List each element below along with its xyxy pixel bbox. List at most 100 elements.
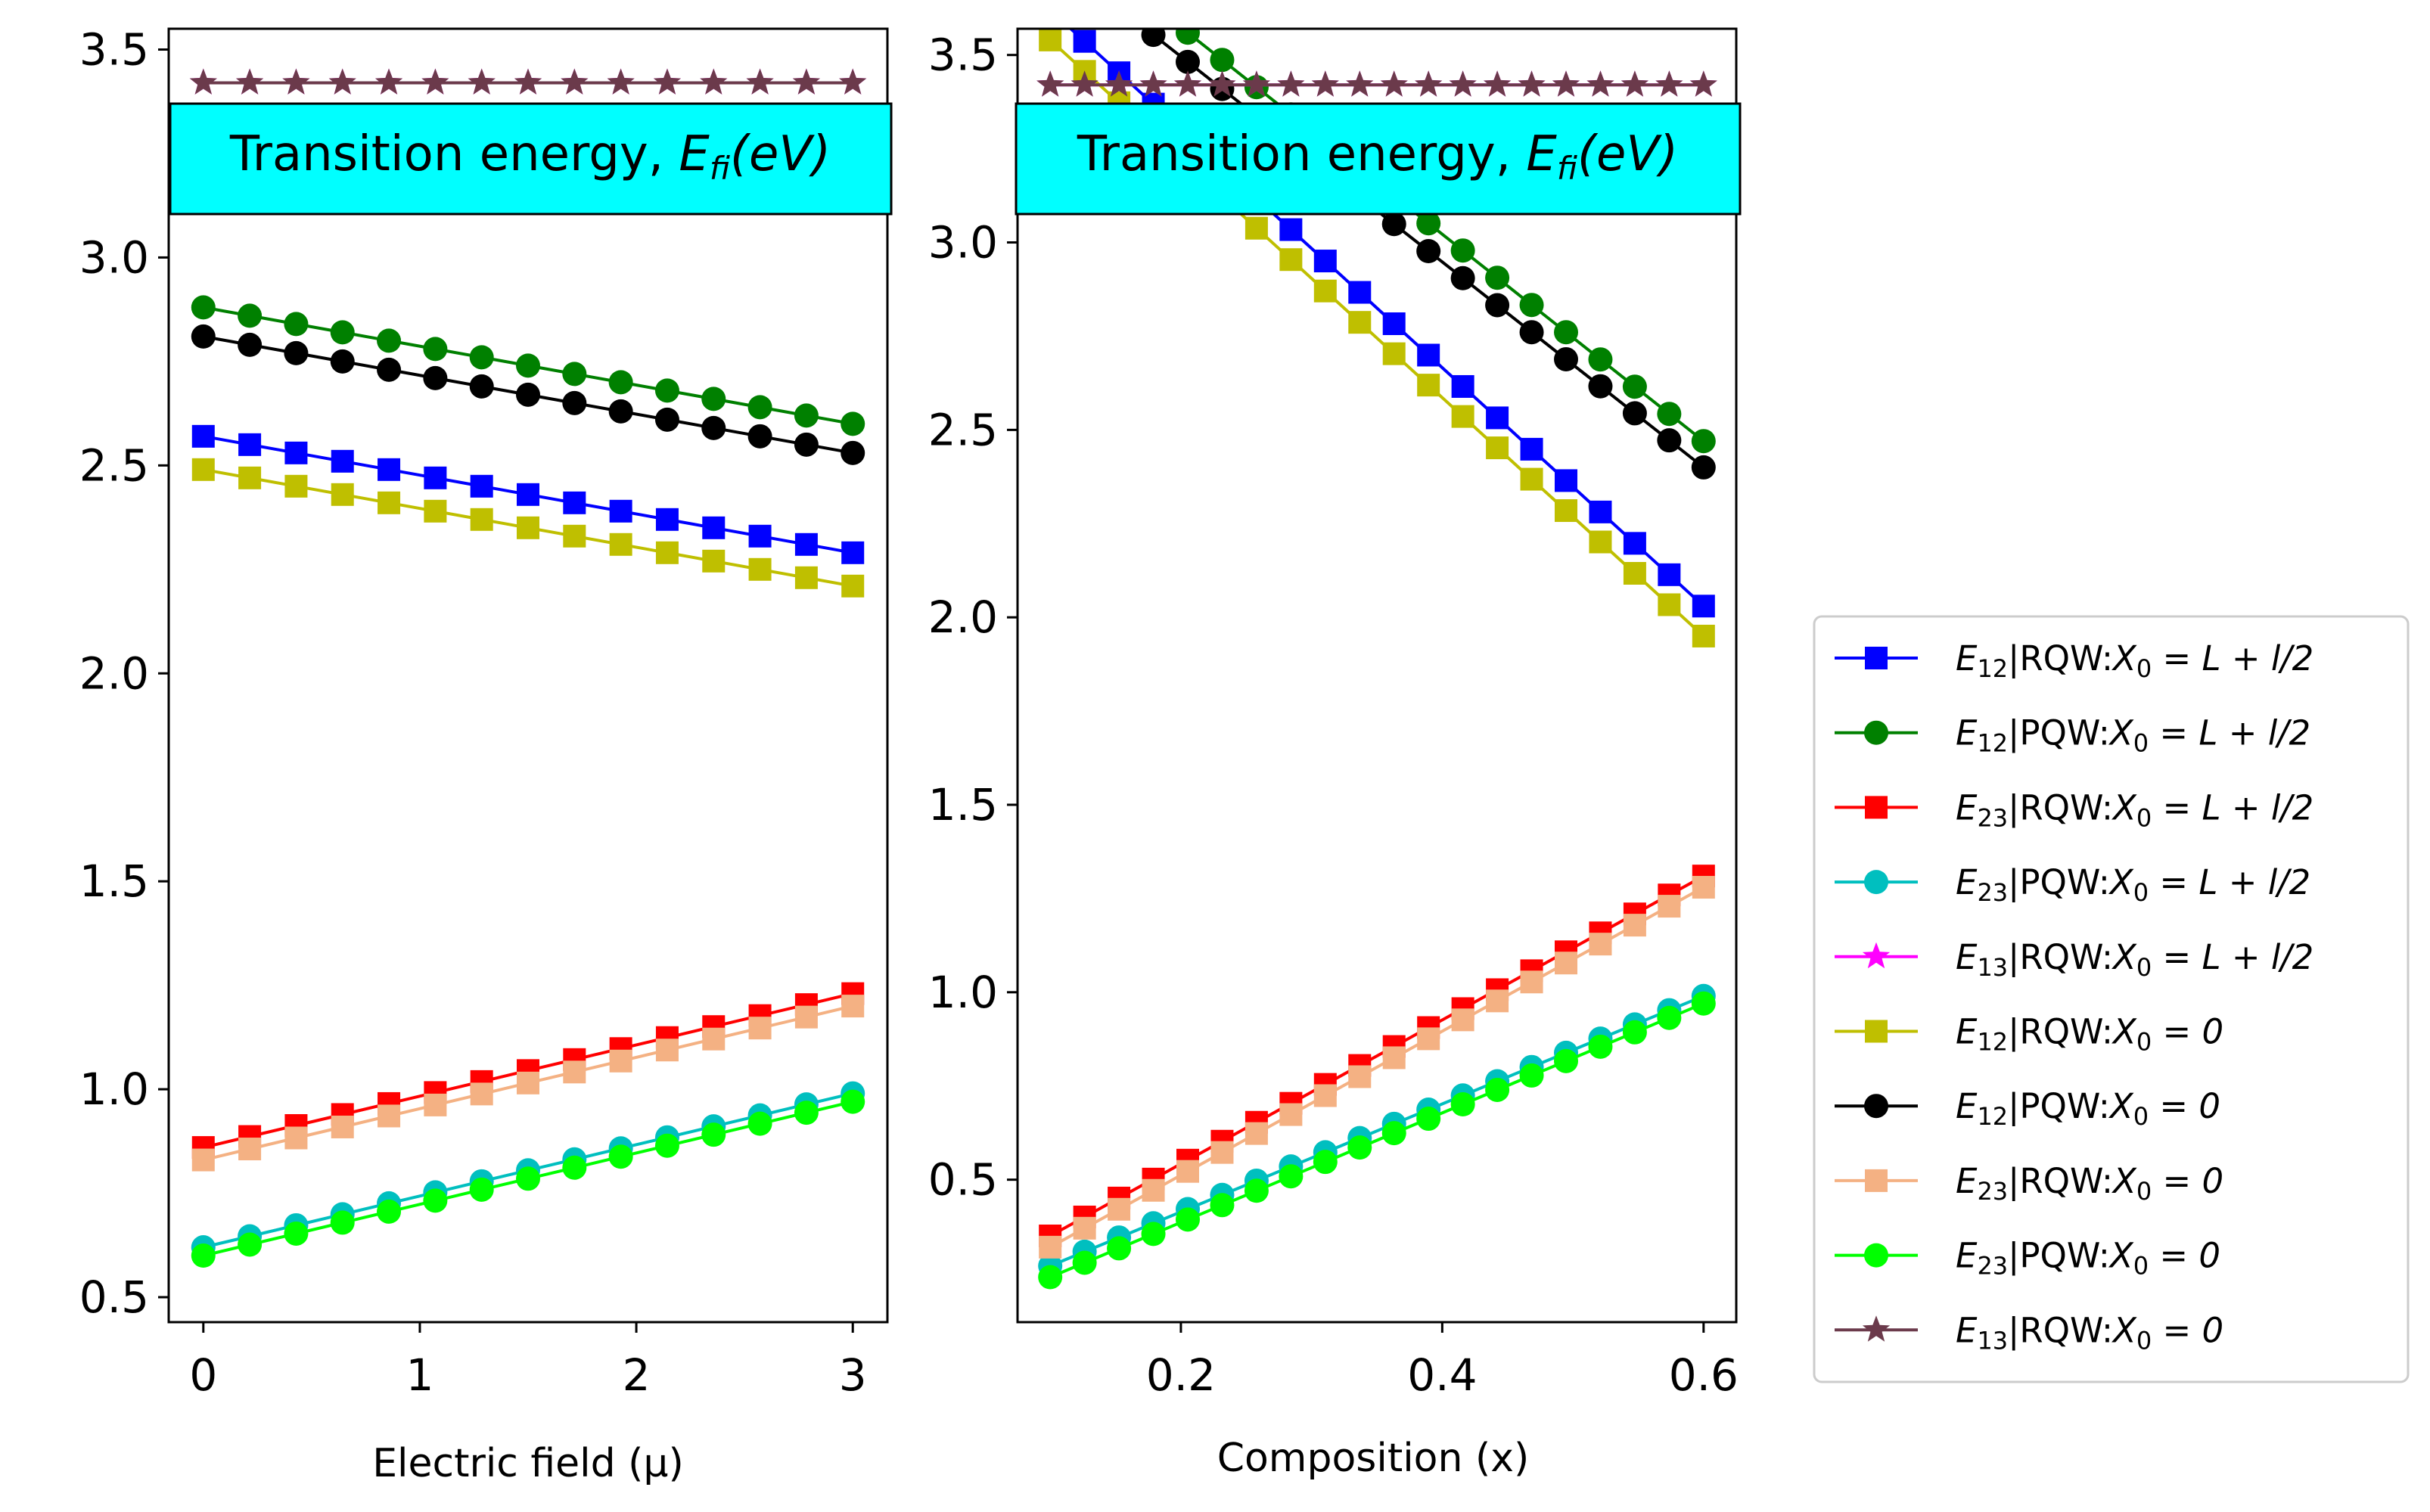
ax1-point-7-4 (1176, 1160, 1199, 1183)
ax0-point-5-8 (563, 524, 586, 548)
ax0-point-5-11 (702, 549, 726, 573)
ax1-point-5-6 (1245, 216, 1268, 240)
ax0-point-1-14 (841, 411, 865, 436)
ax1-point-9-1 (1071, 70, 1098, 97)
ax0-ytick-label: 2.5 (79, 439, 149, 491)
ax1-point-1-16 (1588, 347, 1613, 372)
ax0-point-7-2 (284, 1126, 308, 1150)
ax0-point-7-13 (794, 1005, 818, 1029)
ax1-point-5-16 (1589, 530, 1612, 554)
ax0-point-0-6 (470, 474, 493, 498)
ax1-point-0-17 (1623, 532, 1646, 555)
ax1-point-1-3 (1142, 0, 1166, 17)
ax0-point-0-0 (191, 424, 215, 448)
ax1-point-8-15 (1554, 1048, 1578, 1073)
ax0-point-6-14 (841, 440, 865, 465)
ax1-point-9-6 (1242, 70, 1270, 97)
ax0-point-0-8 (563, 491, 586, 514)
left-y-ticks: 0.5 1.0 1.5 2.0 2.5 3.0 3.5 (79, 23, 169, 1323)
ax0-point-8-7 (516, 1166, 540, 1191)
ax0-point-1-10 (654, 378, 679, 403)
left-x-ticks: 0 1 2 3 (189, 1322, 867, 1401)
legend-entry-5: E12|RQW:X0 = 0 (1835, 1012, 2223, 1057)
ax0-point-8-4 (377, 1199, 402, 1224)
ax1-point-7-0 (1039, 1235, 1062, 1259)
ax1-point-7-15 (1555, 952, 1577, 975)
ax1-point-7-5 (1210, 1141, 1234, 1164)
legend-marker (1864, 870, 1888, 895)
ax0-point-0-4 (378, 458, 401, 481)
ax0-point-0-1 (238, 433, 262, 456)
ax0-point-5-2 (284, 474, 308, 498)
right-title: Transition energy, Efi(eV) (1077, 126, 1678, 187)
ax0-point-6-1 (238, 332, 263, 357)
ax1-point-5-8 (1313, 279, 1337, 303)
ax0-point-1-6 (469, 345, 494, 370)
ax1-point-8-14 (1519, 1063, 1544, 1088)
ax1-point-9-16 (1586, 70, 1614, 97)
ax1-point-8-9 (1347, 1135, 1372, 1160)
ax0-point-7-5 (424, 1093, 447, 1116)
ax0-point-0-11 (702, 516, 726, 539)
ax0-ytick-label: 1.0 (79, 1063, 149, 1115)
ax1-point-0-12 (1451, 374, 1474, 398)
ax1-point-1-17 (1622, 374, 1647, 399)
ax1-point-7-2 (1108, 1197, 1131, 1221)
ax1-ytick-label: 1.5 (928, 779, 998, 831)
ax0-point-5-4 (378, 491, 401, 514)
ax1-point-0-14 (1520, 437, 1543, 461)
ax1-point-9-9 (1346, 70, 1374, 97)
ax1-point-1-4 (1176, 29, 1200, 45)
ax0-point-9-8 (561, 68, 589, 95)
ax0-point-8-12 (747, 1111, 772, 1136)
ax1-point-7-3 (1142, 1178, 1165, 1202)
ax1-point-7-10 (1382, 1046, 1406, 1070)
ax0-series-8 (191, 1089, 865, 1268)
ax1-point-8-12 (1450, 1092, 1475, 1116)
ax1-point-9-14 (1518, 70, 1546, 97)
ax0-point-5-5 (424, 499, 447, 523)
ax1-point-8-2 (1107, 1236, 1132, 1261)
ax0-point-9-3 (328, 68, 356, 95)
ax1-point-0-13 (1486, 406, 1509, 430)
ax1-point-8-10 (1381, 1121, 1406, 1146)
ax1-point-9-13 (1484, 70, 1512, 97)
ax0-point-6-5 (423, 365, 448, 390)
ax0-point-9-4 (375, 68, 403, 95)
left-x-axis-label: Electric field (μ) (372, 1441, 684, 1486)
ax0-point-7-12 (748, 1017, 772, 1040)
ax0-ytick-label: 0.5 (79, 1271, 149, 1323)
ax0-point-6-0 (191, 324, 216, 349)
ax1-point-8-19 (1691, 991, 1716, 1016)
ax0-point-8-11 (701, 1122, 726, 1147)
right-title-background (1015, 102, 1742, 216)
legend-entry-4: E13|RQW:X0 = L + l/2 (1835, 937, 2313, 982)
legend-items: E12|RQW:X0 = L + l/2 E12|PQW:X0 = L + l/2… (1835, 638, 2313, 1355)
ax1-point-9-10 (1380, 70, 1408, 97)
legend-entry-7: E23|RQW:X0 = 0 (1835, 1161, 2223, 1206)
ax1-point-5-18 (1658, 593, 1681, 616)
ax1-point-5-7 (1279, 248, 1303, 272)
ax0-point-6-13 (794, 432, 819, 457)
ax1-point-9-8 (1311, 70, 1339, 97)
ax0-point-5-3 (331, 483, 354, 506)
ax1-point-8-6 (1244, 1178, 1269, 1203)
ax0-point-7-1 (238, 1138, 262, 1161)
ax1-point-0-10 (1382, 312, 1406, 335)
right-axes-frame (1016, 27, 1738, 1324)
ax1-point-1-5 (1210, 48, 1235, 73)
ax0-point-6-4 (377, 357, 402, 382)
ax0-point-6-9 (608, 399, 633, 424)
ax0-point-1-5 (423, 337, 448, 362)
ax0-point-5-0 (191, 458, 215, 481)
ax1-point-5-12 (1451, 405, 1474, 428)
legend-frame (1813, 615, 2410, 1383)
ax0-point-8-2 (284, 1221, 309, 1246)
ax1-point-6-17 (1622, 401, 1647, 426)
ax0-point-8-8 (562, 1155, 587, 1180)
ax1-series-line-1 (1180, 29, 1705, 442)
ax0-point-8-14 (841, 1089, 865, 1114)
ax1-point-0-16 (1589, 500, 1612, 523)
ax0-point-1-8 (562, 362, 587, 387)
ax1-point-0-1 (1073, 29, 1096, 53)
